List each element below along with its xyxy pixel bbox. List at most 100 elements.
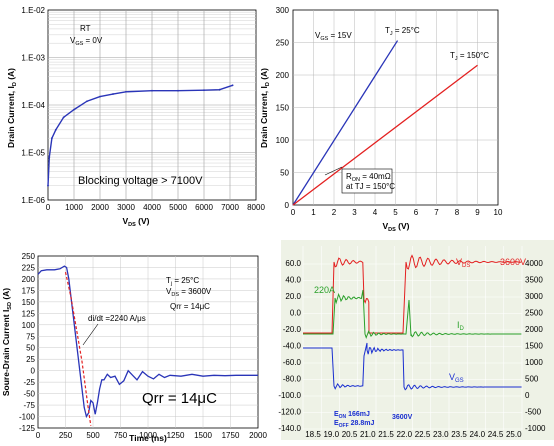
xticks-blocking: 0 1000 2000 3000 4000 5000 6000 7000 8000 xyxy=(46,203,266,212)
annotation-tj-25: TJ = 25°C xyxy=(385,26,420,37)
annotation-didt: di/dt =2240 A/μs xyxy=(88,314,146,323)
grid-reverse-recovery xyxy=(38,256,258,428)
annotation-ron-condition: at TJ = 150°C xyxy=(346,182,395,191)
y-tick-label: 200 xyxy=(276,71,290,80)
scope-time-tick: 20.5 xyxy=(342,430,358,439)
yticks-blocking: 1.E-02 1.E-03 1.E-04 1.E-05 1.E-06 xyxy=(21,6,45,205)
data-point xyxy=(54,128,57,131)
data-point xyxy=(231,84,234,87)
series-leakage-points xyxy=(47,84,234,187)
scope-left-scale: 60.0 40.0 20.0 0.0 -20.0 -40.0 -60.0 -80.0 -100.… xyxy=(278,259,301,433)
scope-right-tick: 3000 xyxy=(525,292,543,301)
y-tick-label: 1.E-05 xyxy=(21,149,45,158)
data-point xyxy=(73,108,75,111)
series-current-line xyxy=(37,265,258,419)
scope-time-tick: 19.0 xyxy=(323,430,339,439)
scope-left-tick: 0.0 xyxy=(290,309,302,318)
y-tick-label: 50 xyxy=(26,344,35,353)
series-tj25-line xyxy=(292,40,399,206)
chart-blocking: 1.E-02 1.E-03 1.E-04 1.E-05 1.E-06 0 1000 2000… xyxy=(6,6,265,228)
label-eoff: EOFF 28.8mJ xyxy=(334,420,374,429)
data-point xyxy=(86,100,88,103)
y-tick-label: 1.E-02 xyxy=(21,6,45,15)
y-tick-label: 0 xyxy=(285,201,290,210)
data-point xyxy=(203,89,205,92)
x-tick-label: 9 xyxy=(475,208,480,217)
scope-right-tick: 500 xyxy=(525,375,539,384)
scope-right-tick: -500 xyxy=(525,408,542,417)
scope-left-tick: 40.0 xyxy=(285,276,301,285)
ron-pointer xyxy=(324,166,343,176)
scope-time-tick: 18.5 xyxy=(305,430,321,439)
scope-left-tick: 60.0 xyxy=(285,259,301,268)
data-point xyxy=(47,184,49,187)
x-tick-label: 0 xyxy=(291,208,296,217)
scope-right-tick: 1500 xyxy=(525,342,543,351)
annotation-vgs: VGS = 0V xyxy=(70,36,103,47)
scope-time-tick: 24.0 xyxy=(469,430,485,439)
y-tick-label: 50 xyxy=(280,169,289,178)
data-point xyxy=(62,116,65,119)
y-tick-label: 250 xyxy=(22,252,36,261)
y-tick-label: -100 xyxy=(19,413,36,422)
scope-left-tick: -80.0 xyxy=(283,375,302,384)
annotation-vgs-15v: VGS = 15V xyxy=(315,31,352,42)
chart-switching-waveforms: 60.0 40.0 20.0 0.0 -20.0 -40.0 -60.0 -80.0 -100.… xyxy=(278,240,554,440)
y-tick-label: 200 xyxy=(22,275,36,284)
x-tick-label: 0 xyxy=(46,203,51,212)
scope-right-tick: 2500 xyxy=(525,309,543,318)
y-tick-label: 0 xyxy=(31,367,36,376)
scope-left-tick: -60.0 xyxy=(283,358,302,367)
scope-left-tick: -140.0 xyxy=(278,424,301,433)
yticks-on-state: 0 50 100 150 200 250 300 xyxy=(276,6,290,210)
data-point xyxy=(151,89,153,92)
x-tick-label: 2000 xyxy=(249,431,267,440)
annotation-qrr-small: Qrr = 14μC xyxy=(170,302,210,311)
trace-vgs xyxy=(303,342,522,391)
annotation-blocking-voltage: Blocking voltage > 7100V xyxy=(78,175,203,187)
x-tick-label: 10 xyxy=(494,208,503,217)
scope-time-scale: 18.5 19.0 20.5 21.0 21.5 22.0 22.5 23.0 23.5 24.0… xyxy=(305,430,522,439)
scope-right-tick: 4000 xyxy=(525,259,543,268)
annotation-qrr-large: Qrr = 14μC xyxy=(142,390,217,407)
y-tick-label: 150 xyxy=(22,298,36,307)
x-tick-label: 250 xyxy=(59,431,73,440)
x-tick-label: 7 xyxy=(434,208,439,217)
label-vds: VDS xyxy=(456,257,470,269)
scope-time-tick: 23.0 xyxy=(433,430,449,439)
annotation-rt: RT xyxy=(80,24,91,33)
scope-left-tick: -120.0 xyxy=(278,408,301,417)
x-axis-label-blocking: VDS (V) xyxy=(122,216,149,228)
x-tick-label: 8 xyxy=(455,208,460,217)
y-tick-label: 300 xyxy=(276,6,290,15)
label-id-value: 220A xyxy=(314,285,335,295)
x-tick-label: 1500 xyxy=(194,431,212,440)
chart-reverse-recovery: 2502252001751501251007550250-25-50-75-10… xyxy=(1,252,267,443)
x-tick-label: 4000 xyxy=(143,203,161,212)
y-tick-label: 1.E-06 xyxy=(21,196,45,205)
yticks-reverse-recovery: 2502252001751501251007550250-25-50-75-10… xyxy=(19,252,36,433)
y-tick-label: 225 xyxy=(22,263,36,272)
x-tick-label: 1000 xyxy=(65,203,83,212)
series-tj150-line xyxy=(292,64,478,206)
y-tick-label: 100 xyxy=(276,136,290,145)
y-tick-label: 150 xyxy=(276,104,290,113)
xticks-on-state: 0 1 2 3 4 5 6 7 8 9 10 xyxy=(291,208,503,217)
annotation-tj-150: TJ = 150°C xyxy=(450,51,489,62)
scope-time-tick: 24.5 xyxy=(488,430,504,439)
x-tick-label: 6000 xyxy=(195,203,213,212)
label-vds-value: 3600V xyxy=(500,257,526,267)
y-axis-label-blocking: Drain Current, ID (A) xyxy=(6,68,18,148)
x-tick-label: 1250 xyxy=(167,431,185,440)
data-point xyxy=(125,90,127,93)
scope-time-tick: 21.5 xyxy=(378,430,394,439)
annotation-tj: Tj = 25°C xyxy=(166,276,199,287)
y-tick-label: -50 xyxy=(23,390,35,399)
scope-right-tick: -1000 xyxy=(525,424,546,433)
scope-left-tick: 20.0 xyxy=(285,292,301,301)
x-tick-label: 5 xyxy=(393,208,398,217)
x-axis-label-on-state: VDS (V) xyxy=(382,221,409,233)
data-point xyxy=(177,89,179,92)
x-tick-label: 3000 xyxy=(117,203,135,212)
x-tick-label: 3 xyxy=(352,208,357,217)
